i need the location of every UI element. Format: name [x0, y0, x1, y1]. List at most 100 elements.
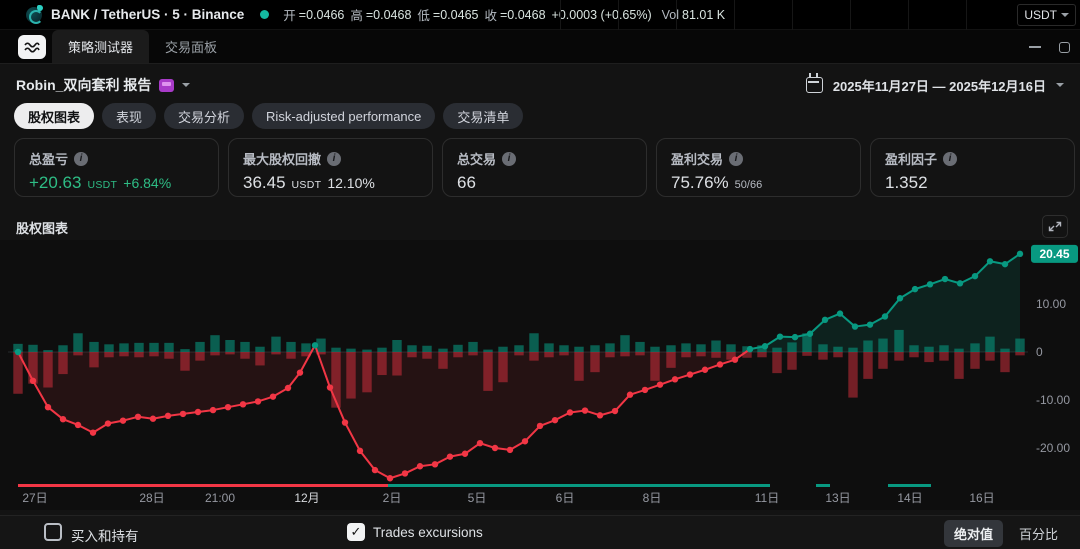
chart-options-bar: 买入和持有 ✓ Trades excursions 绝对值 百分比: [0, 515, 1080, 549]
gridline: [966, 0, 967, 30]
tab-performance[interactable]: 表现: [102, 103, 157, 129]
buy-and-hold-checkbox[interactable]: [44, 523, 62, 541]
open-value: =0.0466: [298, 7, 345, 22]
date-chevron-down-icon: [1056, 83, 1064, 87]
svg-text:20.45: 20.45: [1039, 247, 1069, 261]
trades-excursions-checkbox[interactable]: ✓: [347, 523, 365, 541]
gridline: [618, 0, 619, 30]
buy-and-hold-label[interactable]: 买入和持有: [71, 529, 139, 544]
date-range-picker[interactable]: 2025年11月27日 — 2025年12月16日: [805, 72, 1064, 98]
report-title[interactable]: Robin_双向套利 报告: [16, 77, 152, 93]
gridline: [908, 0, 909, 30]
symbol-logo-icon: [26, 4, 43, 24]
close-label: 收: [484, 9, 497, 23]
svg-text:2日: 2日: [383, 491, 402, 505]
currency-selector-value: USDT: [1024, 8, 1057, 22]
equity-chart[interactable]: 10.00 0 -10.00 -20.00 20.45 27日 28日 21:00 12月 2日 5…: [0, 240, 1080, 510]
tab-equity-chart-label: 股权图表: [28, 109, 81, 125]
info-icon[interactable]: i: [943, 151, 958, 166]
info-icon[interactable]: i: [327, 151, 342, 166]
svg-text:6日: 6日: [556, 491, 575, 505]
expand-chart-icon[interactable]: [1042, 215, 1068, 238]
svg-text:8日: 8日: [643, 491, 662, 505]
stat-unit: USDT: [87, 179, 118, 191]
chart-title: 股权图表: [16, 221, 69, 236]
info-icon[interactable]: i: [74, 151, 89, 166]
tab-trade-analysis[interactable]: 交易分析: [164, 103, 245, 129]
change-value: +0.0003 (+0.65%): [551, 7, 652, 22]
tab-performance-label: 表现: [116, 109, 143, 125]
ohlc-legend: 开 =0.0466 高 =0.0468 低 =0.0465 收 =0.0468 +0.0…: [283, 5, 725, 24]
tab-equity-chart[interactable]: 股权图表: [14, 103, 95, 129]
report-view-tabs: 股权图表 表现 交易分析 Risk-adjusted performance 交…: [14, 103, 524, 130]
stat-card-max-drawdown: 最大股权回撤 i 36.45 USDT 12.10%: [228, 138, 433, 197]
stat-extra: 50/66: [734, 179, 763, 191]
minimize-icon[interactable]: [1029, 46, 1041, 48]
stat-value: 75.76%: [671, 173, 729, 192]
strategy-tester-panel: Robin_双向套利 报告 2025年11月27日 — 2025年12月16日 …: [0, 64, 1080, 549]
deep-backtesting-icon[interactable]: [159, 78, 175, 92]
tab-trade-list[interactable]: 交易清单: [443, 103, 524, 129]
tab-trading-panel[interactable]: 交易面板: [149, 30, 233, 63]
calendar-icon: [805, 73, 823, 93]
market-status-dot-icon[interactable]: [260, 10, 270, 19]
svg-text:21:00: 21:00: [205, 491, 235, 505]
stat-card-profit-factor: 盈利因子 i 1.352: [870, 138, 1075, 197]
stat-extra: 12.10%: [327, 175, 375, 191]
svg-text:12月: 12月: [294, 491, 319, 505]
stat-card-total-trades: 总交易 i 66: [442, 138, 647, 197]
tab-strategy-tester-label: 策略测试器: [68, 40, 134, 55]
gridline: [850, 0, 851, 30]
svg-text:-20.00: -20.00: [1036, 441, 1070, 455]
tab-risk-adjusted-label: Risk-adjusted performance: [266, 108, 422, 124]
absolute-mode-button[interactable]: 绝对值: [943, 519, 1003, 547]
stat-label: 最大股权回撤: [243, 152, 322, 167]
stat-label: 总盈亏: [29, 152, 69, 167]
chart-top-bar: BANK / TetherUS · 5 · Binance 开 =0.0466 高…: [0, 0, 1080, 30]
report-chevron-down-icon[interactable]: [182, 83, 191, 87]
svg-text:11日: 11日: [755, 491, 779, 505]
stat-value: +20.63: [29, 173, 82, 192]
info-icon[interactable]: i: [729, 151, 744, 166]
svg-text:13日: 13日: [825, 491, 850, 505]
stat-card-profitable-trades: 盈利交易 i 75.76% 50/66: [656, 138, 861, 197]
date-range-text: 2025年11月27日 — 2025年12月16日: [832, 78, 1046, 94]
restore-icon[interactable]: [1059, 41, 1070, 53]
stat-value: 1.352: [885, 173, 928, 192]
panel-window-controls: [1029, 30, 1070, 64]
stat-value: 66: [457, 173, 476, 192]
symbol-title[interactable]: BANK / TetherUS · 5 · Binance: [51, 7, 245, 22]
strategy-tester-icon[interactable]: [18, 35, 46, 59]
info-icon[interactable]: i: [502, 151, 517, 166]
stat-label: 盈利因子: [885, 152, 938, 167]
chart-header: 股权图表: [0, 215, 1080, 239]
check-icon: ✓: [350, 524, 362, 539]
currency-selector[interactable]: USDT: [1017, 4, 1076, 26]
high-value: =0.0468: [365, 7, 412, 22]
percent-mode-button[interactable]: 百分比: [1018, 526, 1058, 542]
svg-text:-10.00: -10.00: [1036, 393, 1070, 407]
panel-tab-strip: 策略测试器 交易面板: [0, 30, 1080, 64]
stat-cards: 总盈亏 i +20.63 USDT +6.84% 最大股权回撤 i 36.45 …: [14, 138, 1075, 197]
value-mode-toggle: 绝对值 百分比: [943, 519, 1068, 547]
tab-trading-panel-label: 交易面板: [165, 40, 218, 55]
high-label: 高: [350, 9, 363, 23]
gridline: [792, 0, 793, 30]
tab-risk-adjusted[interactable]: Risk-adjusted performance: [252, 103, 436, 129]
stat-unit: USDT: [291, 179, 322, 191]
stat-card-net-profit: 总盈亏 i +20.63 USDT +6.84%: [14, 138, 219, 197]
gridline: [560, 0, 561, 30]
trades-excursions-label[interactable]: Trades excursions: [373, 525, 483, 540]
stat-label: 总交易: [457, 152, 497, 167]
tab-strategy-tester[interactable]: 策略测试器: [52, 30, 150, 63]
svg-text:28日: 28日: [139, 491, 164, 505]
stat-value: 36.45: [243, 173, 286, 192]
gridline: [676, 0, 677, 30]
tab-trade-list-label: 交易清单: [457, 109, 510, 125]
svg-text:0: 0: [1036, 345, 1043, 359]
low-label: 低: [417, 9, 430, 23]
svg-text:27日: 27日: [22, 491, 47, 505]
low-value: =0.0465: [432, 7, 479, 22]
stat-extra: +6.84%: [123, 175, 172, 191]
open-label: 开: [283, 9, 296, 23]
